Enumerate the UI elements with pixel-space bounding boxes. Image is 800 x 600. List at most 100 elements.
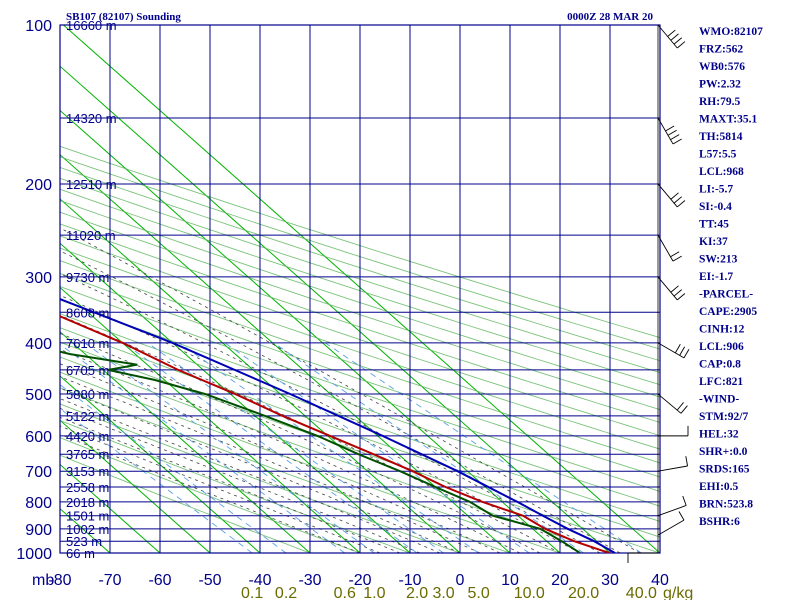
temperature-axis: mb -80 -70 -60 -50 -40 -30 -20 -10 0 10 20 30 40	[32, 572, 669, 589]
mixing-ratio-line	[224, 342, 530, 553]
barb-staff	[657, 183, 678, 208]
temp-tick-label: -60	[148, 572, 171, 589]
barb-flag	[667, 29, 676, 37]
mixing-ratio-label: 0.6	[334, 585, 356, 600]
index-value: MAXT:35.1	[699, 114, 757, 126]
pressure-axis: 100 200 300 400 500 600 700 800 900 1000	[16, 18, 52, 563]
sounding-indices-panel: WMO:82107 FRZ:562 WB0:576 PW:2.32 RH:79.5 MAX…	[699, 26, 763, 528]
barb-flag	[670, 285, 679, 293]
height-label: 5122 m	[66, 409, 109, 424]
index-value: PW:2.32	[699, 79, 741, 91]
mixing-ratio-label: 2.0	[406, 585, 428, 600]
index-value: -PARCEL-	[699, 289, 753, 301]
barb-flag	[672, 138, 682, 145]
height-label: 1501 m	[66, 509, 109, 524]
height-label: 1002 m	[66, 522, 109, 537]
barb-flag	[667, 129, 677, 136]
index-value: BSHR:6	[699, 516, 740, 528]
height-label: 3765 m	[66, 447, 109, 462]
height-label: 8608 m	[66, 305, 109, 320]
wind-barb	[657, 511, 685, 536]
mixing-ratio-label: 0.1	[241, 585, 263, 600]
index-value: -WIND-	[699, 394, 739, 406]
barb-staff	[657, 393, 682, 414]
barb-flag	[673, 196, 683, 204]
height-label: 14320 m	[66, 111, 117, 126]
barb-flag	[670, 134, 680, 141]
temp-tick-label: -20	[348, 572, 371, 589]
mixing-ratio-line	[147, 342, 444, 553]
temp-tick-label: 40	[651, 572, 669, 589]
isotherm-line	[60, 242, 411, 553]
pressure-tick-label: 1000	[16, 546, 52, 563]
barb-flag	[683, 349, 690, 359]
mixing-ratio-unit-label: g/kg	[663, 585, 693, 600]
isotherm-line	[60, 65, 611, 553]
background-lines	[60, 25, 660, 553]
index-value: WB0:576	[699, 61, 745, 73]
temp-tick-label: -30	[298, 572, 321, 589]
height-label: 9730 m	[66, 270, 109, 285]
index-value: LCL:906	[699, 341, 744, 353]
wind-barb	[627, 552, 658, 563]
index-value: STM:92/7	[699, 411, 748, 423]
temp-tick-label: -70	[98, 572, 121, 589]
pressure-tick-label: 700	[25, 464, 52, 481]
barb-flag	[670, 192, 679, 200]
barb-flag	[685, 456, 688, 467]
temp-tick-label: 0	[456, 572, 465, 589]
height-label: 2018 m	[66, 495, 109, 510]
station-title: SB107 (82107) Sounding	[66, 11, 181, 23]
wind-barb	[658, 425, 689, 437]
index-value: KI:37	[699, 236, 728, 248]
barb-flag	[676, 293, 686, 301]
mixing-ratio-label: 5.0	[467, 585, 489, 600]
pressure-tick-label: 300	[25, 270, 52, 287]
temp-tick-label: 20	[551, 572, 569, 589]
temp-tick-label: 30	[601, 572, 619, 589]
wind-barb	[657, 117, 682, 145]
index-value: HEL:32	[699, 429, 739, 441]
mixing-ratio-label: 40.0	[626, 585, 657, 600]
height-label: 11020 m	[66, 228, 116, 243]
index-value: LI:-5.7	[699, 184, 733, 196]
index-value: SW:213	[699, 254, 738, 266]
index-value: LCL:968	[699, 166, 744, 178]
barb-flag	[676, 402, 684, 411]
temp-tick-label: -40	[248, 572, 271, 589]
barb-staff	[657, 465, 688, 472]
pressure-tick-label: 600	[25, 429, 52, 446]
mixing-ratio-label: 0.2	[275, 585, 297, 600]
temperature-profile-line	[60, 315, 611, 553]
moist-adiabat-line	[60, 407, 421, 553]
height-labels: 16660 m 14320 m 12510 m 11020 m 9730 m 8608 m…	[66, 18, 117, 561]
index-value: BRN:523.8	[699, 499, 753, 511]
wind-barb	[657, 393, 688, 414]
height-label: 523 m	[66, 534, 102, 549]
pressure-tick-label: 400	[25, 336, 52, 353]
index-value: WMO:82107	[699, 26, 763, 38]
temp-tick-label: 10	[501, 572, 519, 589]
wind-barb	[657, 495, 687, 517]
wind-barb	[657, 234, 682, 262]
dewpoint-profile-line	[60, 350, 581, 553]
height-label: 6705 m	[66, 363, 109, 378]
barb-staff	[657, 519, 685, 536]
wind-barbs	[627, 24, 690, 563]
isotherm-line	[60, 331, 311, 553]
pressure-tick-label: 800	[25, 495, 52, 512]
index-value: RH:79.5	[699, 96, 740, 108]
isotherm-line	[60, 286, 361, 553]
isotherm-line	[60, 375, 261, 553]
pressure-tick-label: 900	[25, 522, 52, 539]
barb-flag	[673, 37, 683, 45]
barb-flag	[682, 495, 687, 506]
barb-staff	[657, 505, 687, 517]
wind-barb	[657, 342, 690, 359]
index-value: LFC:821	[699, 376, 743, 388]
index-value: L57:5.5	[699, 149, 737, 161]
barb-flag	[679, 346, 686, 356]
index-value: FRZ:562	[699, 44, 743, 56]
barb-flag	[673, 289, 683, 297]
isotherm-line	[60, 109, 561, 553]
